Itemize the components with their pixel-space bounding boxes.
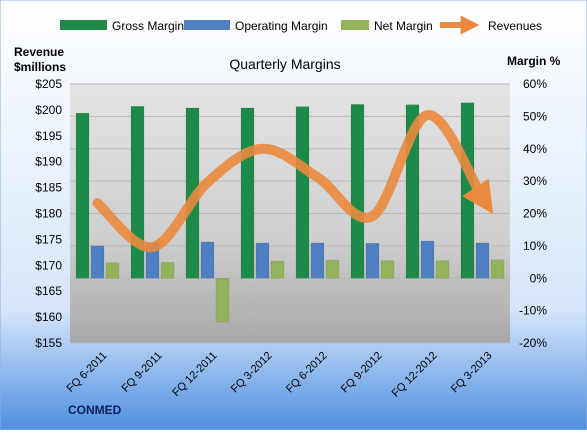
left-tick-label: $160 [35, 310, 62, 324]
left-tick-label: $200 [35, 103, 62, 117]
bar-gross-margin [460, 102, 475, 279]
left-tick-label: $190 [35, 155, 62, 169]
bar-gross-margin [240, 107, 255, 279]
right-tick-label: 50% [523, 109, 547, 123]
revenue-line-path [92, 110, 494, 253]
bar-gross-margin [295, 106, 310, 279]
left-tick-label: $155 [35, 336, 62, 350]
bar-operating-margin [200, 241, 215, 279]
right-tick-label: -10% [519, 304, 547, 318]
legend-label: Revenues [488, 19, 542, 33]
bar-gross-margin [130, 106, 145, 279]
legend-swatch [341, 20, 369, 30]
left-axis-title-line1: Revenue [14, 45, 64, 59]
chart-title: Quarterly Margins [229, 56, 340, 72]
right-axis-title: Margin % [507, 54, 561, 68]
left-tick-label: $195 [35, 129, 62, 143]
left-tick-label: $205 [35, 77, 62, 91]
bar-net-margin [325, 259, 340, 279]
bar-operating-margin [420, 240, 435, 279]
right-tick-label: 30% [523, 174, 547, 188]
left-tick-label: $185 [35, 181, 62, 195]
right-tick-label: 40% [523, 142, 547, 156]
legend-label: Operating Margin [235, 19, 328, 33]
bar-net-margin [435, 260, 450, 279]
bar-net-margin [215, 278, 230, 323]
right-tick-label: 20% [523, 207, 547, 221]
revenue-line [92, 110, 494, 253]
bar-gross-margin [75, 112, 90, 279]
bar-operating-margin [365, 243, 380, 279]
bar-net-margin [490, 259, 505, 279]
bar-series [75, 102, 505, 323]
right-tick-label: -20% [519, 336, 547, 350]
bar-net-margin [160, 262, 175, 279]
left-axis-title-line2: $millions [14, 60, 66, 74]
right-tick-label: 60% [523, 77, 547, 91]
legend-label: Net Margin [374, 19, 433, 33]
legend-swatch [184, 20, 230, 30]
legend: Gross Margin Operating Margin Net Margin Re… [60, 15, 542, 35]
right-axis-ticks: -20% -10% 0% 10% 20% 30% 40% 50% 60% [519, 77, 547, 350]
left-axis-ticks: $155 $160 $165 $170 $175 $180 $185 $190 $195 $200… [35, 77, 62, 350]
left-tick-label: $180 [35, 207, 62, 221]
left-tick-label: $175 [35, 232, 62, 246]
legend-swatch [60, 20, 107, 30]
bar-operating-margin [255, 242, 270, 279]
bar-net-margin [380, 260, 395, 279]
right-tick-label: 0% [530, 271, 548, 285]
left-tick-label: $170 [35, 258, 62, 272]
bar-operating-margin [90, 245, 105, 279]
bar-gross-margin [350, 104, 365, 279]
company-label: CONMED [68, 403, 122, 417]
bar-net-margin [270, 260, 285, 279]
right-tick-label: 10% [523, 239, 547, 253]
bar-operating-margin [310, 242, 325, 279]
left-tick-label: $165 [35, 284, 62, 298]
bar-net-margin [105, 262, 120, 279]
legend-label: Gross Margin [112, 19, 184, 33]
bar-operating-margin [475, 242, 490, 279]
